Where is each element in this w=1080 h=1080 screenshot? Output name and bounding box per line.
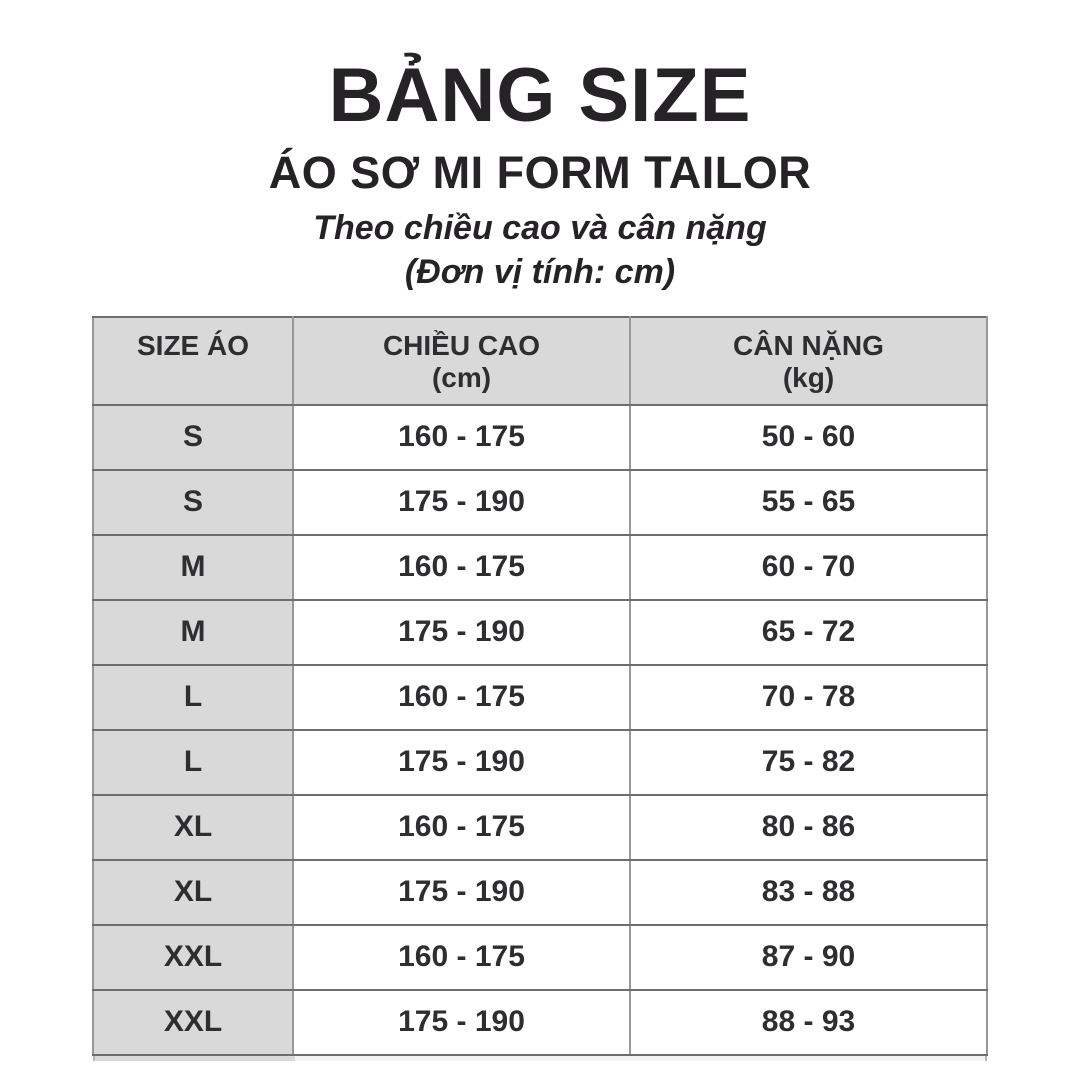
height-cell: 160 - 175 <box>292 403 631 471</box>
height-cell: 160 - 175 <box>292 923 631 991</box>
size-table-body: S 160 - 175 50 - 60 S 175 - 190 55 - 65 M 160 -… <box>92 403 988 1056</box>
weight-cell: 80 - 86 <box>629 793 988 861</box>
table-row: XL 160 - 175 80 - 86 <box>92 793 988 861</box>
table-row: XL 175 - 190 83 - 88 <box>92 858 988 926</box>
weight-cell: 88 - 93 <box>629 988 988 1056</box>
height-cell: 175 - 190 <box>292 988 631 1056</box>
col-header-height-unit: (cm) <box>431 361 492 393</box>
table-row: XXL 175 - 190 88 - 93 <box>92 988 988 1056</box>
table-row: XXL 160 - 175 87 - 90 <box>92 923 988 991</box>
size-cell: M <box>92 598 294 666</box>
col-header-weight-unit: (kg) <box>782 361 835 393</box>
note-unit: (Đơn vị tính: cm) <box>404 253 676 292</box>
size-cell: S <box>92 468 294 536</box>
table-row: S 160 - 175 50 - 60 <box>92 403 988 471</box>
size-cell: M <box>92 533 294 601</box>
size-cell: L <box>92 663 294 731</box>
height-cell: 160 - 175 <box>292 793 631 861</box>
weight-cell: 75 - 82 <box>629 728 988 796</box>
size-cell: XL <box>92 858 294 926</box>
size-cell: L <box>92 728 294 796</box>
weight-cell: 50 - 60 <box>629 403 988 471</box>
note-measure-basis: Theo chiều cao và cân nặng <box>313 208 767 247</box>
product-name: ÁO SƠ MI FORM TAILOR <box>268 147 812 198</box>
height-cell: 175 - 190 <box>292 858 631 926</box>
size-cell: XXL <box>92 988 294 1056</box>
table-row: M 160 - 175 60 - 70 <box>92 533 988 601</box>
table-row: L 160 - 175 70 - 78 <box>92 663 988 731</box>
col-header-size-label: SIZE ÁO <box>136 329 249 361</box>
weight-cell: 70 - 78 <box>629 663 988 731</box>
height-cell: 175 - 190 <box>292 598 631 666</box>
col-header-height-label: CHIỀU CAO <box>382 329 541 361</box>
height-cell: 160 - 175 <box>292 533 631 601</box>
weight-cell: 65 - 72 <box>629 598 988 666</box>
weight-cell: 87 - 90 <box>629 923 988 991</box>
col-header-size: SIZE ÁO <box>92 315 294 406</box>
height-cell: 175 - 190 <box>292 728 631 796</box>
table-row: L 175 - 190 75 - 82 <box>92 728 988 796</box>
table-row: M 175 - 190 65 - 72 <box>92 598 988 666</box>
size-table-header: SIZE ÁO CHIỀU CAO (cm) CÂN NẶNG (kg) <box>92 315 988 406</box>
col-header-weight-label: CÂN NẶNG <box>733 329 884 361</box>
height-cell: 160 - 175 <box>292 663 631 731</box>
weight-cell: 55 - 65 <box>629 468 988 536</box>
header-row: SIZE ÁO CHIỀU CAO (cm) CÂN NẶNG (kg) <box>92 315 988 406</box>
table-row: S 175 - 190 55 - 65 <box>92 468 988 536</box>
size-cell: S <box>92 403 294 471</box>
weight-cell: 60 - 70 <box>629 533 988 601</box>
size-cell: XL <box>92 793 294 861</box>
weight-cell: 83 - 88 <box>629 858 988 926</box>
page-title: BẢNG SIZE <box>328 53 752 138</box>
cropped-row-remnant <box>93 1055 987 1061</box>
height-cell: 175 - 190 <box>292 468 631 536</box>
col-header-height: CHIỀU CAO (cm) <box>292 315 631 406</box>
col-header-weight: CÂN NẶNG (kg) <box>629 315 988 406</box>
size-cell: XXL <box>92 923 294 991</box>
size-table: SIZE ÁO CHIỀU CAO (cm) CÂN NẶNG (kg) S 16… <box>92 315 988 1056</box>
